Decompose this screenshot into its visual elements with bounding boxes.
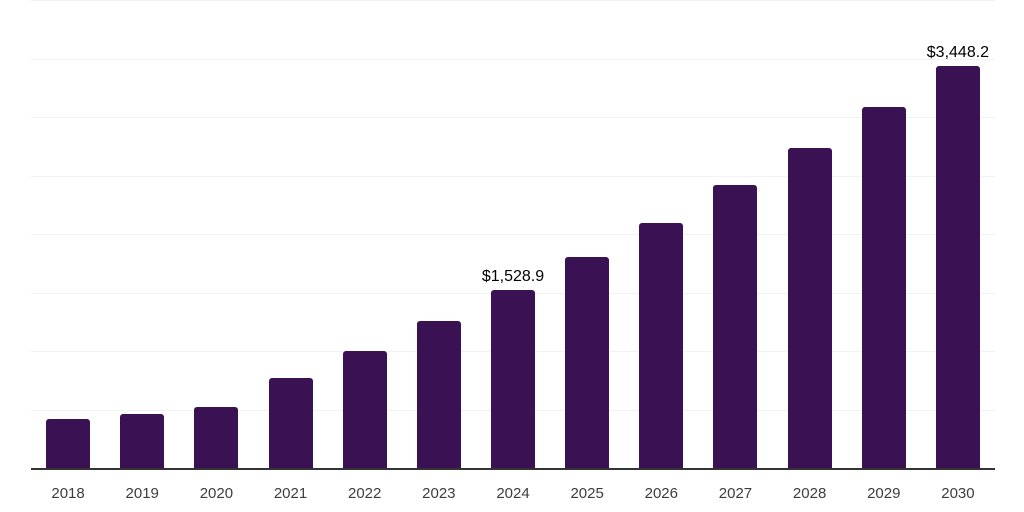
bar-2019 [120, 413, 165, 469]
plot-area: $1,528.9 $3,448.2 [31, 0, 995, 469]
bar-value-label-2024: $1,528.9 [481, 268, 545, 286]
bar-2029 [861, 106, 906, 469]
gridline-4000 [31, 0, 995, 1]
bar-2024 [491, 290, 535, 469]
gridline-3500 [31, 58, 995, 60]
x-tick-label-2028: 2028 [792, 485, 827, 502]
gridline-2000 [31, 234, 995, 235]
x-tick-label-2025: 2025 [570, 485, 604, 502]
x-tick-label-2022: 2022 [348, 485, 382, 502]
x-tick-label-2023: 2023 [422, 485, 456, 502]
bar-2023 [416, 321, 461, 469]
bar-2020 [194, 406, 239, 469]
x-tick-label-2019: 2019 [125, 485, 159, 502]
x-tick-label-2018: 2018 [51, 485, 85, 502]
gridline-2500 [31, 175, 995, 177]
gridline-3000 [31, 117, 995, 118]
x-tick-label-2026: 2026 [644, 485, 678, 502]
bar-2022 [342, 351, 387, 469]
x-tick-label-2020: 2020 [199, 485, 234, 502]
bar-2027 [713, 185, 758, 469]
x-tick-label-2027: 2027 [718, 485, 753, 502]
bar-2028 [787, 147, 832, 469]
x-tick-label-2030: 2030 [941, 485, 975, 502]
bar-2025 [565, 257, 610, 469]
x-axis-line [31, 468, 995, 470]
bar-value-label-2030: $3,448.2 [926, 43, 990, 61]
bar-2030 [935, 65, 980, 469]
x-tick-label-2021: 2021 [273, 485, 308, 502]
bar-2021 [268, 378, 313, 469]
x-tick-label-2024: 2024 [496, 485, 530, 502]
bar-2018 [46, 419, 91, 469]
x-axis-tick-labels: 2018 2019 2020 2021 2022 2023 2024 2025 2026 2027… [31, 485, 995, 505]
x-tick-label-2029: 2029 [867, 485, 901, 502]
bar-2026 [639, 222, 684, 469]
